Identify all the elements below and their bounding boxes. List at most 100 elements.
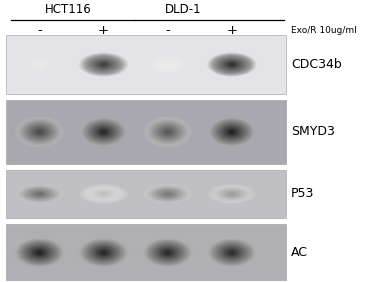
Ellipse shape (217, 188, 247, 200)
Ellipse shape (215, 56, 249, 73)
Ellipse shape (95, 247, 113, 258)
Ellipse shape (157, 125, 178, 139)
Ellipse shape (16, 185, 63, 203)
Ellipse shape (153, 57, 183, 72)
Ellipse shape (86, 56, 121, 73)
Ellipse shape (93, 125, 115, 139)
Ellipse shape (88, 188, 119, 200)
Ellipse shape (221, 190, 243, 198)
Ellipse shape (29, 60, 50, 70)
Ellipse shape (159, 60, 176, 69)
Ellipse shape (152, 243, 184, 262)
Ellipse shape (85, 242, 122, 263)
Ellipse shape (28, 246, 51, 259)
Ellipse shape (163, 250, 172, 255)
Text: AC: AC (291, 246, 308, 259)
Text: +: + (226, 24, 237, 37)
Ellipse shape (82, 54, 125, 75)
Ellipse shape (227, 129, 236, 135)
Ellipse shape (31, 60, 48, 69)
Ellipse shape (99, 250, 108, 255)
Ellipse shape (97, 249, 110, 257)
Ellipse shape (33, 249, 46, 257)
Ellipse shape (22, 121, 57, 143)
Ellipse shape (159, 127, 176, 137)
Ellipse shape (33, 191, 46, 197)
Ellipse shape (227, 250, 237, 255)
Ellipse shape (22, 187, 57, 201)
Ellipse shape (221, 125, 243, 139)
Ellipse shape (217, 57, 247, 72)
Ellipse shape (207, 238, 257, 267)
Ellipse shape (27, 189, 53, 199)
Ellipse shape (35, 250, 44, 255)
Ellipse shape (159, 191, 176, 197)
Ellipse shape (208, 185, 256, 203)
Ellipse shape (146, 118, 189, 145)
Ellipse shape (81, 239, 126, 266)
Ellipse shape (82, 186, 125, 202)
Ellipse shape (166, 193, 170, 195)
Ellipse shape (219, 124, 245, 140)
Ellipse shape (215, 121, 249, 143)
Ellipse shape (18, 186, 61, 202)
Ellipse shape (33, 128, 46, 136)
Ellipse shape (30, 247, 49, 258)
Ellipse shape (88, 122, 119, 141)
Ellipse shape (148, 120, 187, 144)
Ellipse shape (159, 247, 177, 258)
Bar (6, 169, 286, 218)
Ellipse shape (227, 63, 236, 67)
Ellipse shape (99, 129, 108, 135)
Ellipse shape (29, 190, 50, 198)
Ellipse shape (80, 185, 127, 203)
Ellipse shape (219, 189, 245, 199)
Ellipse shape (80, 53, 127, 76)
Ellipse shape (24, 122, 55, 141)
Ellipse shape (24, 188, 55, 200)
Ellipse shape (88, 243, 119, 262)
Ellipse shape (29, 125, 50, 139)
Ellipse shape (93, 60, 115, 70)
Ellipse shape (166, 131, 170, 133)
Ellipse shape (230, 251, 234, 254)
Ellipse shape (161, 61, 174, 68)
Ellipse shape (84, 120, 123, 144)
Ellipse shape (220, 246, 243, 259)
Ellipse shape (148, 186, 187, 202)
Ellipse shape (144, 185, 192, 203)
Ellipse shape (20, 120, 59, 144)
Ellipse shape (37, 251, 42, 254)
Ellipse shape (97, 191, 110, 197)
Ellipse shape (20, 186, 59, 202)
Ellipse shape (230, 131, 234, 133)
Ellipse shape (150, 187, 185, 201)
Ellipse shape (26, 245, 53, 261)
Ellipse shape (223, 247, 241, 258)
Ellipse shape (208, 53, 256, 76)
Ellipse shape (17, 239, 62, 266)
Ellipse shape (80, 117, 127, 147)
Ellipse shape (145, 239, 191, 266)
Ellipse shape (157, 190, 178, 198)
Ellipse shape (84, 55, 123, 74)
Ellipse shape (154, 245, 181, 261)
Ellipse shape (37, 193, 42, 195)
Ellipse shape (33, 61, 46, 68)
Ellipse shape (164, 192, 172, 196)
Ellipse shape (15, 238, 64, 267)
Bar (6, 35, 286, 94)
Ellipse shape (161, 191, 174, 197)
Ellipse shape (146, 186, 189, 202)
Ellipse shape (225, 249, 239, 257)
Ellipse shape (86, 121, 121, 143)
Text: SMYD3: SMYD3 (291, 125, 335, 138)
Ellipse shape (92, 246, 115, 259)
Ellipse shape (93, 190, 115, 198)
Ellipse shape (101, 193, 106, 195)
Ellipse shape (95, 191, 112, 197)
Ellipse shape (218, 245, 245, 261)
Ellipse shape (214, 242, 250, 263)
Ellipse shape (161, 249, 174, 257)
Ellipse shape (210, 186, 254, 202)
